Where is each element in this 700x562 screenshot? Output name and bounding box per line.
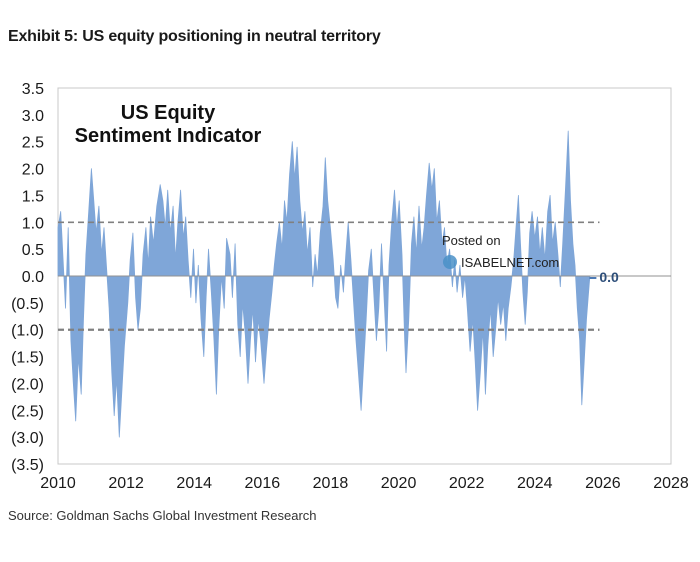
- chart-container: 3.5 3.0 2.5 2.0 1.5 1.0 0.5 0.0 (0.5) (1.0) (1.5) (…: [0, 70, 700, 500]
- x-tick-label: 2014: [176, 475, 212, 492]
- y-tick-label: 2.5: [22, 135, 44, 152]
- x-tick-label: 2022: [449, 475, 485, 492]
- x-tick-label: 2026: [585, 475, 621, 492]
- y-tick-label: (3.5): [11, 457, 44, 474]
- x-tick-label: 2012: [108, 475, 144, 492]
- y-tick-label: (0.5): [11, 296, 44, 313]
- y-tick-label: (3.0): [11, 430, 44, 447]
- y-tick-label: (1.0): [11, 323, 44, 340]
- y-tick-label: 2.0: [22, 162, 44, 179]
- y-tick-label: 0.5: [22, 242, 44, 259]
- watermark-line-1: Posted on: [442, 233, 501, 248]
- y-tick-label: 0.0: [22, 269, 44, 286]
- x-tick-label: 2020: [381, 475, 417, 492]
- y-tick-label: (1.5): [11, 350, 44, 367]
- x-tick-label: 2016: [245, 475, 281, 492]
- chart-title-line-1: US Equity: [121, 102, 216, 124]
- y-tick-label: 1.0: [22, 215, 44, 232]
- sentiment-chart: 3.5 3.0 2.5 2.0 1.5 1.0 0.5 0.0 (0.5) (1.0) (1.5) (…: [11, 81, 689, 492]
- watermark-globe-icon: [443, 255, 457, 269]
- x-tick-label: 2028: [653, 475, 689, 492]
- x-tick-label: 2018: [313, 475, 349, 492]
- y-tick-label: 1.5: [22, 188, 44, 205]
- source-note: Source: Goldman Sachs Global Investment …: [8, 508, 317, 523]
- y-tick-label: 3.0: [22, 108, 44, 125]
- exhibit-title: Exhibit 5: US equity positioning in neut…: [8, 28, 381, 45]
- y-tick-label: (2.5): [11, 403, 44, 420]
- watermark-line-2: ISABELNET.com: [461, 255, 559, 270]
- y-tick-label: 3.5: [22, 81, 44, 98]
- sentiment-area-series: [57, 130, 591, 438]
- x-tick-label: 2024: [517, 475, 553, 492]
- x-tick-label: 2010: [40, 475, 76, 492]
- y-tick-label: (2.0): [11, 376, 44, 393]
- chart-title-line-2: Sentiment Indicator: [75, 125, 262, 147]
- last-value-label: 0.0: [599, 269, 619, 285]
